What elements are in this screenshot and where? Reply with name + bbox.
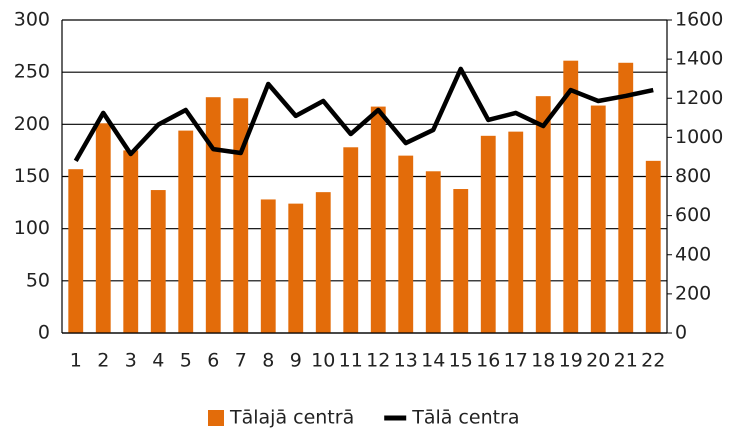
x-tick-label: 12: [366, 350, 390, 372]
bar: [425, 171, 441, 333]
x-tick-label: 4: [152, 350, 164, 372]
x-tick-label: 14: [421, 350, 445, 372]
bar: [508, 131, 524, 333]
x-tick-label: 19: [559, 350, 583, 372]
y2-tick-label: 1200: [675, 87, 723, 109]
x-tick-label: 1: [70, 350, 82, 372]
bar: [205, 97, 221, 333]
bar: [645, 160, 661, 333]
y-tick-label: 150: [14, 165, 50, 187]
bar: [343, 147, 359, 333]
y-tick-label: 50: [26, 269, 50, 291]
x-tick-label: 15: [449, 350, 473, 372]
bar: [315, 192, 331, 333]
y2-tick-label: 1400: [675, 48, 723, 70]
y2-tick-label: 0: [675, 322, 687, 344]
y2-tick-label: 1000: [675, 126, 723, 148]
bar: [618, 62, 634, 333]
y2-tick-label: 800: [675, 165, 711, 187]
y2-tick-label: 200: [675, 282, 711, 304]
y-tick-label: 200: [14, 113, 50, 135]
bar: [233, 98, 249, 333]
bar: [288, 203, 304, 333]
x-tick-label: 17: [504, 350, 528, 372]
x-tick-label: 3: [125, 350, 137, 372]
y-tick-label: 0: [38, 322, 50, 344]
y-tick-label: 250: [14, 61, 50, 83]
x-tick-label: 5: [180, 350, 192, 372]
x-tick-label: 22: [641, 350, 665, 372]
bar: [370, 106, 386, 333]
bar: [260, 199, 276, 333]
y-tick-label: 300: [14, 9, 50, 31]
x-tick-label: 13: [394, 350, 418, 372]
legend-swatch: [208, 410, 224, 426]
legend-label: Tālajā centrā: [229, 407, 354, 429]
y-tick-label: 100: [14, 217, 50, 239]
x-tick-label: 20: [586, 350, 610, 372]
x-tick-label: 7: [235, 350, 247, 372]
x-tick-label: 16: [476, 350, 500, 372]
line: [73, 66, 654, 162]
bar: [398, 155, 414, 333]
y2-tick-label: 400: [675, 243, 711, 265]
x-tick-label: 6: [207, 350, 219, 372]
bar: [590, 105, 606, 333]
bar: [563, 60, 579, 333]
x-tick-label: 11: [339, 350, 363, 372]
x-tick-label: 9: [290, 350, 302, 372]
y2-tick-label: 1600: [675, 9, 723, 31]
legend-label: Tālā centra: [411, 407, 519, 429]
bar: [535, 96, 551, 333]
bar: [178, 130, 194, 333]
x-tick-label: 18: [531, 350, 555, 372]
bar: [150, 190, 166, 333]
bar: [480, 135, 496, 333]
bar: [453, 189, 469, 333]
x-tick-label: 10: [311, 350, 335, 372]
bar: [123, 150, 139, 333]
x-tick-label: 8: [262, 350, 274, 372]
bar: [68, 169, 84, 333]
bar: [95, 123, 111, 333]
x-tick-label: 21: [614, 350, 638, 372]
x-tick-label: 2: [97, 350, 109, 372]
y2-tick-label: 600: [675, 204, 711, 226]
